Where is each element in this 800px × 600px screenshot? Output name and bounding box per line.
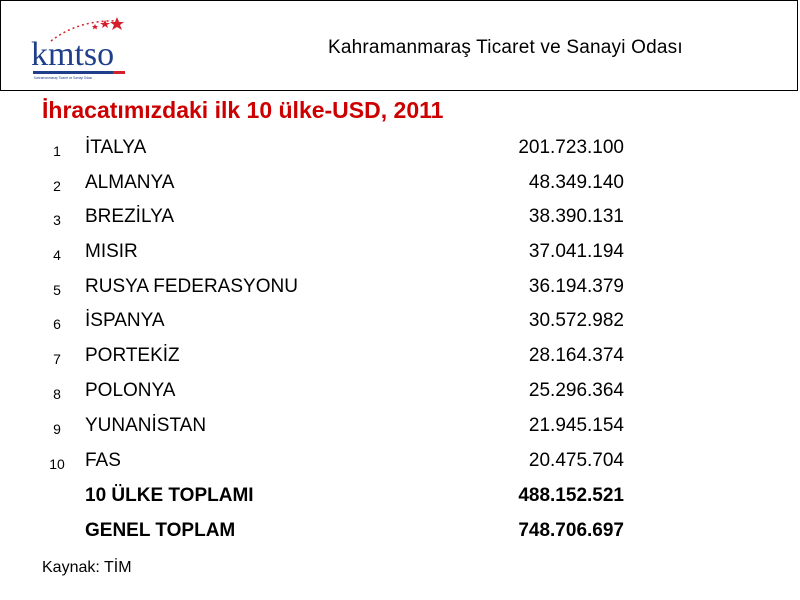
rank-number: 9 bbox=[53, 421, 61, 437]
country-name: FAS bbox=[85, 450, 121, 471]
table-row: 9 YUNANİSTAN 21.945.154 bbox=[0, 411, 800, 445]
country-name: POLONYA bbox=[85, 380, 176, 401]
rank-number: 10 bbox=[49, 456, 65, 472]
table-row: 2 ALMANYA 48.349.140 bbox=[0, 168, 800, 202]
table-row: 6 İSPANYA 30.572.982 bbox=[0, 306, 800, 340]
country-name: RUSYA FEDERASYONU bbox=[85, 276, 298, 297]
export-value: 48.349.140 bbox=[528, 172, 624, 193]
total-row-general: GENEL TOPLAM 748.706.697 bbox=[0, 516, 800, 550]
export-value: 37.041.194 bbox=[528, 241, 624, 262]
slide-header: kmtso Kahramanmaraş Ticaret ve Sanayi Od… bbox=[0, 0, 798, 91]
rank-number: 3 bbox=[53, 212, 61, 228]
rank-number: 2 bbox=[53, 178, 61, 194]
rank-number: 8 bbox=[53, 386, 61, 402]
slide-title: İhracatımızdaki ilk 10 ülke-USD, 2011 bbox=[42, 97, 444, 123]
export-value: 28.164.374 bbox=[528, 345, 624, 366]
table-row: 3 BREZİLYA 38.390.131 bbox=[0, 202, 800, 236]
organization-name: Kahramanmaraş Ticaret ve Sanayi Odası bbox=[328, 37, 683, 58]
country-name: ALMANYA bbox=[85, 172, 175, 193]
export-value: 25.296.364 bbox=[528, 380, 624, 401]
country-name: PORTEKİZ bbox=[85, 345, 180, 366]
table-row: 4 MISIR 37.041.194 bbox=[0, 237, 800, 271]
country-name: MISIR bbox=[85, 241, 138, 262]
total-label: 10 ÜLKE TOPLAMI bbox=[85, 485, 254, 506]
table-row: 8 POLONYA 25.296.364 bbox=[0, 376, 800, 410]
rank-number: 6 bbox=[53, 316, 61, 332]
total-value: 488.152.521 bbox=[518, 485, 624, 506]
svg-text:Kahramanmaraş Ticaret ve Sanay: Kahramanmaraş Ticaret ve Sanayi Odası bbox=[34, 76, 92, 80]
rank-number: 5 bbox=[53, 282, 61, 298]
export-value: 201.723.100 bbox=[518, 137, 624, 158]
svg-text:kmtso: kmtso bbox=[31, 36, 114, 73]
total-label: GENEL TOPLAM bbox=[85, 520, 236, 541]
country-name: İSPANYA bbox=[85, 310, 165, 331]
export-value: 30.572.982 bbox=[528, 310, 624, 331]
country-name: BREZİLYA bbox=[85, 206, 175, 227]
table-row: 10 FAS 20.475.704 bbox=[0, 446, 800, 480]
export-value: 20.475.704 bbox=[528, 450, 624, 471]
source-note: Kaynak: TİM bbox=[42, 559, 132, 576]
export-value: 21.945.154 bbox=[528, 415, 624, 436]
country-name: YUNANİSTAN bbox=[85, 415, 207, 436]
table-row: 1 İTALYA 201.723.100 bbox=[0, 133, 800, 167]
kmtso-logo: kmtso Kahramanmaraş Ticaret ve Sanayi Od… bbox=[31, 17, 125, 80]
export-value: 38.390.131 bbox=[528, 206, 624, 227]
rank-number: 4 bbox=[53, 247, 61, 263]
rank-number: 1 bbox=[53, 143, 61, 159]
rank-number: 7 bbox=[53, 351, 61, 367]
table-row: 7 PORTEKİZ 28.164.374 bbox=[0, 341, 800, 375]
country-name: İTALYA bbox=[85, 137, 147, 158]
total-row-top10: 10 ÜLKE TOPLAMI 488.152.521 bbox=[0, 481, 800, 515]
export-value: 36.194.379 bbox=[528, 276, 624, 297]
total-value: 748.706.697 bbox=[518, 520, 624, 541]
table-row: 5 RUSYA FEDERASYONU 36.194.379 bbox=[0, 272, 800, 306]
